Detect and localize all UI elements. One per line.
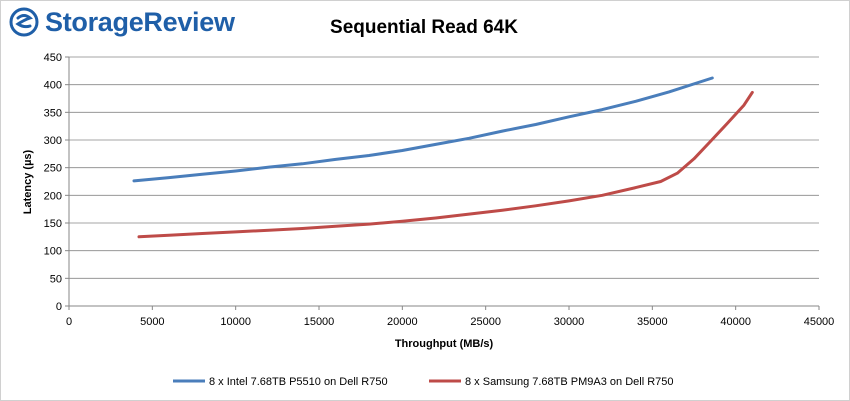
y-tick-label: 250 [44, 163, 62, 175]
brand-logo: StorageReview [9, 5, 235, 39]
storagereview-logo-icon [9, 7, 39, 37]
y-tick-label: 100 [44, 246, 62, 258]
y-tick-label: 350 [44, 107, 62, 119]
x-tick-label: 20000 [387, 316, 418, 328]
x-tick-label: 35000 [637, 316, 668, 328]
x-tick-label: 25000 [470, 316, 501, 328]
y-tick-label: 450 [44, 52, 62, 64]
y-axis-label: Latency (µs) [22, 149, 34, 214]
series-line-1 [132, 76, 714, 183]
y-tick-labels: 0 50 100 150 200 250 300 350 400 450 [44, 52, 62, 313]
y-tick-label: 50 [50, 273, 62, 285]
x-tick-label: 45000 [804, 316, 835, 328]
legend-label-1: 8 x Intel 7.68TB P5510 on Dell R750 [209, 376, 388, 388]
legend: 8 x Intel 7.68TB P5510 on Dell R750 8 x S… [173, 376, 674, 388]
x-tick-labels: 0 5000 10000 15000 20000 25000 30000 35000 40000… [66, 316, 834, 328]
x-tick-label: 40000 [720, 316, 751, 328]
brand-name: StorageReview [45, 6, 235, 37]
x-tick-label: 15000 [304, 316, 335, 328]
x-axis-label: Throughput (MB/s) [395, 338, 494, 350]
grid-lines [69, 56, 819, 279]
y-tick-label: 300 [44, 135, 62, 147]
x-tick-label: 10000 [220, 316, 251, 328]
y-tick-label: 200 [44, 190, 62, 202]
series-line-2 [137, 90, 754, 239]
y-tick-label: 400 [44, 80, 62, 92]
x-tick-label: 0 [66, 316, 72, 328]
x-tick-label: 30000 [554, 316, 585, 328]
y-tick-label: 0 [56, 301, 62, 313]
chart-title: Sequential Read 64K [330, 17, 518, 38]
legend-label-2: 8 x Samsung 7.68TB PM9A3 on Dell R750 [465, 376, 674, 388]
x-tick-label: 5000 [140, 316, 164, 328]
y-tick-label: 150 [44, 218, 62, 230]
series-lines [132, 76, 754, 239]
axes [65, 56, 820, 310]
